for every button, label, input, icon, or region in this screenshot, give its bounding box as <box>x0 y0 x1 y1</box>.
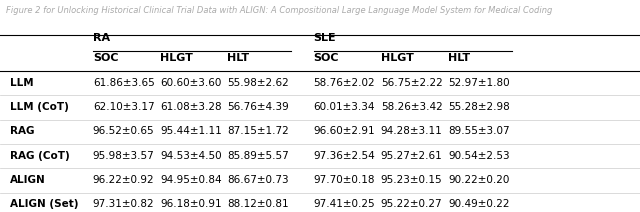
Text: HLGT: HLGT <box>381 53 413 63</box>
Text: 90.54±2.53: 90.54±2.53 <box>448 151 509 161</box>
Text: 97.41±0.25: 97.41±0.25 <box>314 199 375 209</box>
Text: Figure 2 for Unlocking Historical Clinical Trial Data with ALIGN: A Compositiona: Figure 2 for Unlocking Historical Clinic… <box>6 6 553 15</box>
Text: SLE: SLE <box>314 33 336 43</box>
Text: RAG: RAG <box>10 126 34 136</box>
Text: 96.18±0.91: 96.18±0.91 <box>160 199 221 209</box>
Text: LLM (CoT): LLM (CoT) <box>10 102 68 112</box>
Text: 95.27±2.61: 95.27±2.61 <box>381 151 442 161</box>
Text: 55.98±2.62: 55.98±2.62 <box>227 78 289 88</box>
Text: 61.86±3.65: 61.86±3.65 <box>93 78 154 88</box>
Text: 62.10±3.17: 62.10±3.17 <box>93 102 154 112</box>
Text: 55.28±2.98: 55.28±2.98 <box>448 102 509 112</box>
Text: 94.95±0.84: 94.95±0.84 <box>160 175 221 185</box>
Text: 97.70±0.18: 97.70±0.18 <box>314 175 375 185</box>
Text: 90.49±0.22: 90.49±0.22 <box>448 199 509 209</box>
Text: 90.22±0.20: 90.22±0.20 <box>448 175 509 185</box>
Text: ALIGN (Set): ALIGN (Set) <box>10 199 78 209</box>
Text: 95.23±0.15: 95.23±0.15 <box>381 175 442 185</box>
Text: 96.52±0.65: 96.52±0.65 <box>93 126 154 136</box>
Text: RA: RA <box>93 33 110 43</box>
Text: 56.76±4.39: 56.76±4.39 <box>227 102 289 112</box>
Text: 95.44±1.11: 95.44±1.11 <box>160 126 221 136</box>
Text: 60.60±3.60: 60.60±3.60 <box>160 78 221 88</box>
Text: 96.60±2.91: 96.60±2.91 <box>314 126 375 136</box>
Text: 89.55±3.07: 89.55±3.07 <box>448 126 509 136</box>
Text: 95.98±3.57: 95.98±3.57 <box>93 151 154 161</box>
Text: 86.67±0.73: 86.67±0.73 <box>227 175 289 185</box>
Text: HLGT: HLGT <box>160 53 193 63</box>
Text: SOC: SOC <box>93 53 118 63</box>
Text: 85.89±5.57: 85.89±5.57 <box>227 151 289 161</box>
Text: 52.97±1.80: 52.97±1.80 <box>448 78 509 88</box>
Text: 94.53±4.50: 94.53±4.50 <box>160 151 221 161</box>
Text: SOC: SOC <box>314 53 339 63</box>
Text: ALIGN: ALIGN <box>10 175 45 185</box>
Text: 61.08±3.28: 61.08±3.28 <box>160 102 221 112</box>
Text: 97.31±0.82: 97.31±0.82 <box>93 199 154 209</box>
Text: RAG (CoT): RAG (CoT) <box>10 151 69 161</box>
Text: 58.76±2.02: 58.76±2.02 <box>314 78 375 88</box>
Text: 95.22±0.27: 95.22±0.27 <box>381 199 442 209</box>
Text: 58.26±3.42: 58.26±3.42 <box>381 102 442 112</box>
Text: 96.22±0.92: 96.22±0.92 <box>93 175 154 185</box>
Text: HLT: HLT <box>448 53 470 63</box>
Text: 56.75±2.22: 56.75±2.22 <box>381 78 442 88</box>
Text: LLM: LLM <box>10 78 33 88</box>
Text: 88.12±0.81: 88.12±0.81 <box>227 199 289 209</box>
Text: 87.15±1.72: 87.15±1.72 <box>227 126 289 136</box>
Text: 97.36±2.54: 97.36±2.54 <box>314 151 375 161</box>
Text: HLT: HLT <box>227 53 250 63</box>
Text: 94.28±3.11: 94.28±3.11 <box>381 126 442 136</box>
Text: 60.01±3.34: 60.01±3.34 <box>314 102 375 112</box>
